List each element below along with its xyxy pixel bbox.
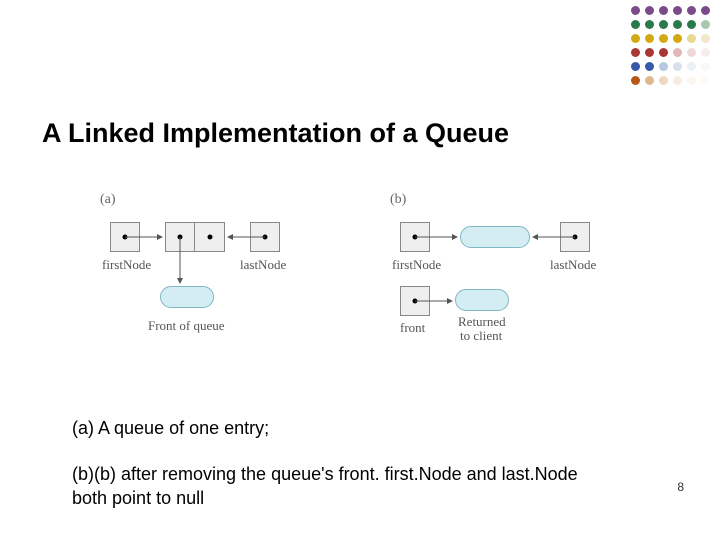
- front-label-b: front: [400, 320, 425, 336]
- decoration-dot: [631, 20, 640, 29]
- decoration-dot: [673, 34, 682, 43]
- slide-title: A Linked Implementation of a Queue: [42, 118, 509, 149]
- linked-node-a: [165, 222, 225, 252]
- decoration-dot: [645, 62, 654, 71]
- decoration-dot: [659, 62, 668, 71]
- panel-b-label: (b): [390, 192, 406, 208]
- decoration-dot: [701, 6, 710, 15]
- last-node-label-b: lastNode: [550, 257, 596, 273]
- decoration-dot: [645, 34, 654, 43]
- decoration-dot: [673, 76, 682, 85]
- decoration-dot: [645, 6, 654, 15]
- caption-a: (a) A queue of one entry;: [72, 418, 269, 439]
- diagram-area: (a) firstNode lastNode Front of queue (b…: [100, 192, 660, 352]
- decoration-dot: [631, 34, 640, 43]
- pointer-dot-icon: [413, 299, 418, 304]
- caption-b: (b)(b) after removing the queue's front.…: [72, 462, 612, 511]
- last-node-box-a: [250, 222, 280, 252]
- pointer-dot-icon: [413, 235, 418, 240]
- pointer-dot-icon: [123, 235, 128, 240]
- decoration-dot: [701, 20, 710, 29]
- front-box-b: [400, 286, 430, 316]
- decoration-dot: [687, 20, 696, 29]
- first-node-box-a: [110, 222, 140, 252]
- decoration-dot: [701, 76, 710, 85]
- corner-dots-decoration: [631, 6, 710, 90]
- decoration-dot: [659, 20, 668, 29]
- panel-a-label: (a): [100, 192, 116, 208]
- decoration-dot: [645, 20, 654, 29]
- decoration-dot: [673, 6, 682, 15]
- front-pill-a: [160, 286, 214, 308]
- page-number: 8: [677, 480, 684, 494]
- decoration-dot: [687, 62, 696, 71]
- decoration-dot: [645, 76, 654, 85]
- decoration-dot: [673, 62, 682, 71]
- last-node-box-b: [560, 222, 590, 252]
- decoration-dot: [673, 20, 682, 29]
- first-node-box-b: [400, 222, 430, 252]
- decoration-dot: [687, 6, 696, 15]
- null-pill-b: [460, 226, 530, 248]
- pointer-dot-icon: [573, 235, 578, 240]
- decoration-dot: [701, 62, 710, 71]
- decoration-dot: [687, 34, 696, 43]
- decoration-dot: [631, 62, 640, 71]
- decoration-dot: [631, 76, 640, 85]
- first-node-label-b: firstNode: [392, 257, 441, 273]
- returned-pill-b: [455, 289, 509, 311]
- decoration-dot: [701, 34, 710, 43]
- decoration-dot: [701, 48, 710, 57]
- decoration-dot: [659, 76, 668, 85]
- decoration-dot: [673, 48, 682, 57]
- decoration-dot: [631, 6, 640, 15]
- last-node-label-a: lastNode: [240, 257, 286, 273]
- first-node-label-a: firstNode: [102, 257, 151, 273]
- decoration-dot: [659, 34, 668, 43]
- returned-label-b-line2: to client: [460, 328, 502, 344]
- decoration-dot: [645, 48, 654, 57]
- pointer-dot-icon: [178, 235, 183, 240]
- decoration-dot: [659, 6, 668, 15]
- decoration-dot: [631, 48, 640, 57]
- decoration-dot: [659, 48, 668, 57]
- decoration-dot: [687, 76, 696, 85]
- decoration-dot: [687, 48, 696, 57]
- pointer-dot-icon: [207, 235, 212, 240]
- pointer-dot-icon: [263, 235, 268, 240]
- front-label-a: Front of queue: [148, 318, 225, 334]
